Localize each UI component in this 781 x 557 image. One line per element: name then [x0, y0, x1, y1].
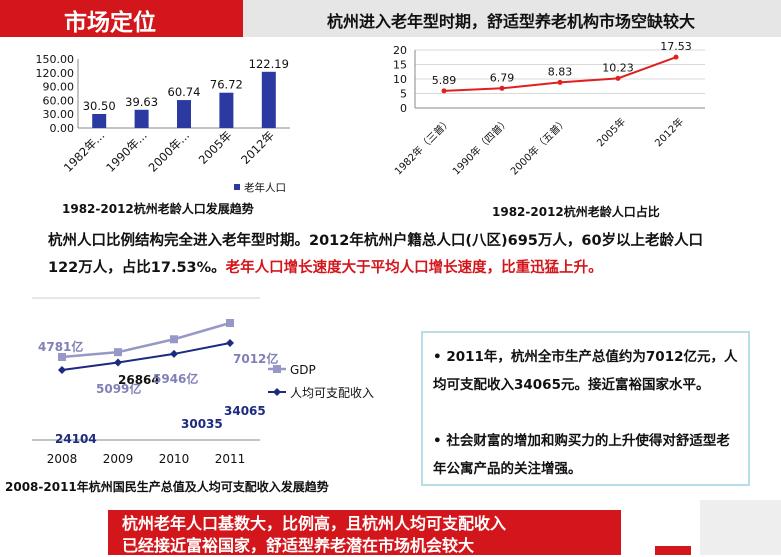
x-tick-label: 2011 — [215, 452, 246, 466]
legend-label: 老年人口 — [244, 181, 286, 194]
slide-title: 杭州进入老年型时期，舒适型养老机构市场空缺较大 — [327, 12, 696, 31]
decorative-red-bar — [655, 546, 691, 555]
data-annotation: 5099亿 — [96, 381, 141, 396]
data-point — [615, 75, 621, 81]
x-tick-label: 1990年... — [103, 128, 149, 174]
point-value-label: 8.83 — [548, 65, 573, 78]
bar-value-label: 76.72 — [210, 78, 243, 92]
income-line — [61, 342, 231, 371]
x-tick-label: 2008 — [47, 452, 78, 466]
income-point — [114, 358, 122, 367]
gdp-point — [170, 335, 178, 344]
point-value-label: 10.23 — [602, 61, 634, 74]
x-tick-label: 1982年... — [61, 128, 107, 174]
bar-chart-caption: 1982-2012杭州老龄人口发展趋势 — [62, 202, 254, 216]
bar — [177, 100, 191, 128]
conclusion-text: 杭州老年人口基数大，比例高，且杭州人均可支配收入 已经接近富裕国家，舒适型养老潜… — [122, 513, 506, 557]
y-tick-label: 0 — [400, 102, 407, 115]
bar-value-label: 122.19 — [249, 57, 289, 71]
bullet-item: • 社会财富的增加和购买力的上升使得对舒适型老年公寓产品的关注增强。 — [433, 433, 730, 477]
data-point — [499, 85, 505, 91]
legend-income-swatch — [273, 388, 281, 396]
bullet-box: • 2011年，杭州全市生产总值约为7012亿元，人均可支配收入34065元。接… — [421, 331, 750, 486]
y-tick-label: 15 — [393, 59, 407, 72]
x-tick-label: 2000年... — [146, 128, 192, 174]
summary-line-2-black: 122万人，占比17.53%。 — [48, 260, 226, 276]
data-point — [673, 54, 679, 60]
data-point — [557, 79, 563, 85]
data-annotation: 5946亿 — [153, 371, 198, 386]
y-tick-label: 30.00 — [43, 108, 75, 121]
x-tick-label: 2009 — [103, 452, 134, 466]
bar-value-label: 39.63 — [125, 95, 158, 109]
point-value-label: 17.53 — [660, 40, 692, 53]
gdp-point — [114, 348, 122, 357]
data-annotation: 26864 — [118, 373, 160, 387]
point-value-label: 5.89 — [432, 74, 457, 87]
section-title: 市场定位 — [64, 10, 156, 36]
conclusion-banner: 杭州老年人口基数大，比例高，且杭州人均可支配收入 已经接近富裕国家，舒适型养老潜… — [108, 510, 621, 555]
x-tick-label: 2012年 — [652, 115, 686, 149]
income-point — [170, 349, 178, 358]
data-annotation: 34065 — [224, 404, 266, 418]
conclusion-line-2: 已经接近富裕国家，舒适型养老潜在市场机会较大 — [122, 536, 475, 555]
data-annotation: 30035 — [181, 417, 223, 431]
y-tick-label: 90.00 — [43, 81, 75, 94]
legend-label: 人均可支配收入 — [290, 386, 374, 400]
bar — [261, 71, 276, 128]
data-annotation: 7012亿 — [233, 351, 278, 366]
y-tick-label: 60.00 — [43, 94, 75, 107]
data-annotation: 24104 — [55, 432, 97, 446]
y-tick-label: 150.00 — [36, 53, 75, 66]
point-value-label: 6.79 — [490, 71, 515, 84]
bar — [134, 109, 149, 128]
summary-paragraph: 杭州人口比例结构完全进入老年型时期。2012年杭州户籍总人口(八区)695万人，… — [48, 228, 768, 282]
line-chart-caption: 1982-2012杭州老龄人口占比 — [492, 205, 660, 219]
legend-gdp-swatch — [273, 365, 281, 373]
gdp-point — [58, 353, 66, 361]
summary-line-2: 122万人，占比17.53%。老年人口增长速度大于平均人口增长速度，比重迅猛上升… — [48, 255, 768, 282]
x-tick-label: 2010 — [159, 452, 190, 466]
x-tick-label: 2000年（五普） — [508, 115, 571, 178]
y-tick-label: 120.00 — [36, 67, 75, 80]
summary-line-2-red: 老年人口增长速度大于平均人口增长速度，比重迅猛上升。 — [225, 260, 603, 276]
gdp-line — [61, 321, 231, 359]
conclusion-line-1: 杭州老年人口基数大，比例高，且杭州人均可支配收入 — [122, 514, 507, 533]
bar — [92, 113, 107, 128]
section-header: 市场定位 — [0, 0, 243, 37]
legend-swatch — [234, 184, 240, 190]
decorative-shape — [700, 500, 781, 555]
x-tick-label: 1982年（三普） — [392, 115, 455, 178]
bullet-item: • 2011年，杭州全市生产总值约为7012亿元，人均可支配收入34065元。接… — [433, 349, 738, 393]
data-point — [441, 88, 447, 94]
summary-line-1: 杭州人口比例结构完全进入老年型时期。2012年杭州户籍总人口(八区)695万人，… — [48, 233, 704, 249]
income-point — [58, 366, 66, 374]
y-tick-label: 20 — [393, 44, 407, 57]
y-tick-label: 5 — [400, 88, 407, 101]
gdp-point — [226, 319, 234, 327]
bar-value-label: 60.74 — [168, 85, 201, 99]
x-tick-label: 2012年 — [238, 128, 277, 167]
y-tick-label: 10 — [393, 73, 407, 86]
bar — [219, 92, 234, 128]
data-annotation: 4781亿 — [38, 339, 83, 354]
x-tick-label: 1990年（四普） — [450, 115, 513, 178]
legend-label: GDP — [290, 363, 316, 377]
income-point — [226, 339, 234, 347]
y-tick-label: 0.00 — [50, 122, 75, 135]
x-tick-label: 2005年 — [196, 128, 235, 167]
slide-title-bar: 杭州进入老年型时期，舒适型养老机构市场空缺较大 — [243, 0, 781, 37]
bar-value-label: 30.50 — [83, 99, 116, 113]
gdp-chart-caption: 2008-2011年杭州国民生产总值及人均可支配收入发展趋势 — [5, 480, 329, 494]
x-tick-label: 2005年 — [594, 115, 628, 149]
